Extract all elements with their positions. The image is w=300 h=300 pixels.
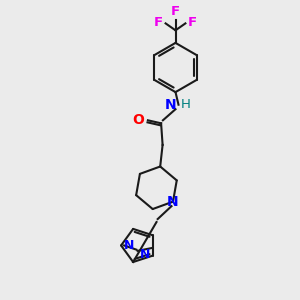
Text: F: F (154, 16, 163, 29)
Text: N: N (140, 248, 150, 261)
Text: H: H (181, 98, 190, 111)
Text: N: N (167, 195, 179, 209)
Text: O: O (132, 113, 144, 127)
Text: F: F (188, 16, 197, 29)
Text: F: F (171, 5, 180, 18)
Text: N: N (124, 239, 134, 252)
Text: N: N (165, 98, 176, 112)
